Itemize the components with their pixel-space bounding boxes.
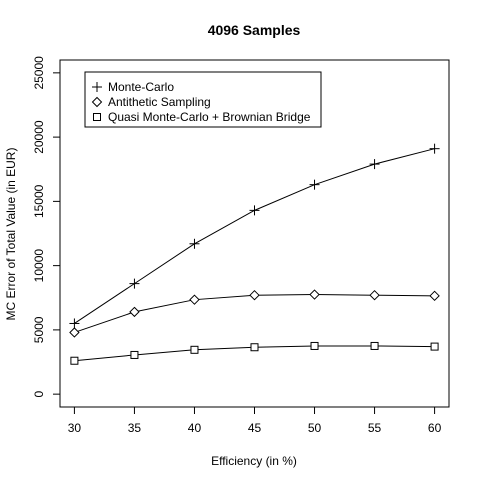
x-tick-label: 60	[428, 421, 442, 435]
data-point	[369, 289, 380, 301]
legend-marker	[93, 113, 101, 121]
legend-marker	[92, 82, 102, 92]
data-point	[249, 289, 260, 301]
legend-label: Quasi Monte-Carlo + Brownian Bridge	[108, 110, 311, 124]
data-point	[129, 306, 140, 318]
data-point	[130, 350, 139, 359]
data-point	[189, 294, 200, 305]
series-diamond	[69, 289, 440, 338]
data-point	[70, 356, 79, 365]
data-point	[370, 341, 379, 350]
data-point	[129, 278, 140, 289]
x-tick-label: 45	[248, 421, 262, 435]
data-point	[249, 205, 260, 216]
legend-label: Monte-Carlo	[108, 80, 174, 94]
y-tick-label: 25000	[32, 56, 46, 90]
y-tick-label: 15000	[32, 184, 46, 218]
series-square	[70, 341, 439, 365]
data-point	[189, 238, 200, 249]
x-tick-label: 50	[308, 421, 322, 435]
x-tick-label: 30	[68, 421, 82, 435]
x-tick-label: 35	[128, 421, 142, 435]
data-point	[369, 159, 380, 170]
x-tick-label: 55	[368, 421, 382, 435]
data-point	[430, 342, 439, 351]
y-axis-label: MC Error of Total Value (in EUR)	[4, 148, 18, 321]
axes: 30 35 40 45 50 55 60 0 5000 10000 15000 20000 25000	[32, 56, 442, 435]
legend-label: Antithetic Sampling	[108, 95, 211, 109]
data-point	[310, 341, 319, 350]
data-point	[190, 345, 199, 354]
data-point	[309, 179, 320, 190]
y-tick-label: 0	[32, 390, 46, 397]
y-tick-label: 10000	[32, 249, 46, 283]
y-tick-label: 5000	[32, 316, 46, 343]
y-tick-label: 20000	[32, 120, 46, 154]
x-tick-label: 40	[188, 421, 202, 435]
legend-marker	[91, 96, 103, 108]
chart-title: 4096 Samples	[208, 22, 301, 38]
legend-box	[84, 71, 322, 128]
data-point	[429, 143, 440, 154]
series-plus	[69, 143, 440, 329]
data-point	[429, 290, 440, 302]
x-axis-label: Efficiency (in %)	[211, 454, 297, 468]
data-point	[250, 343, 259, 352]
series-layer	[69, 143, 440, 365]
data-point	[309, 289, 320, 300]
data-point	[69, 327, 80, 338]
data-point	[69, 318, 80, 329]
